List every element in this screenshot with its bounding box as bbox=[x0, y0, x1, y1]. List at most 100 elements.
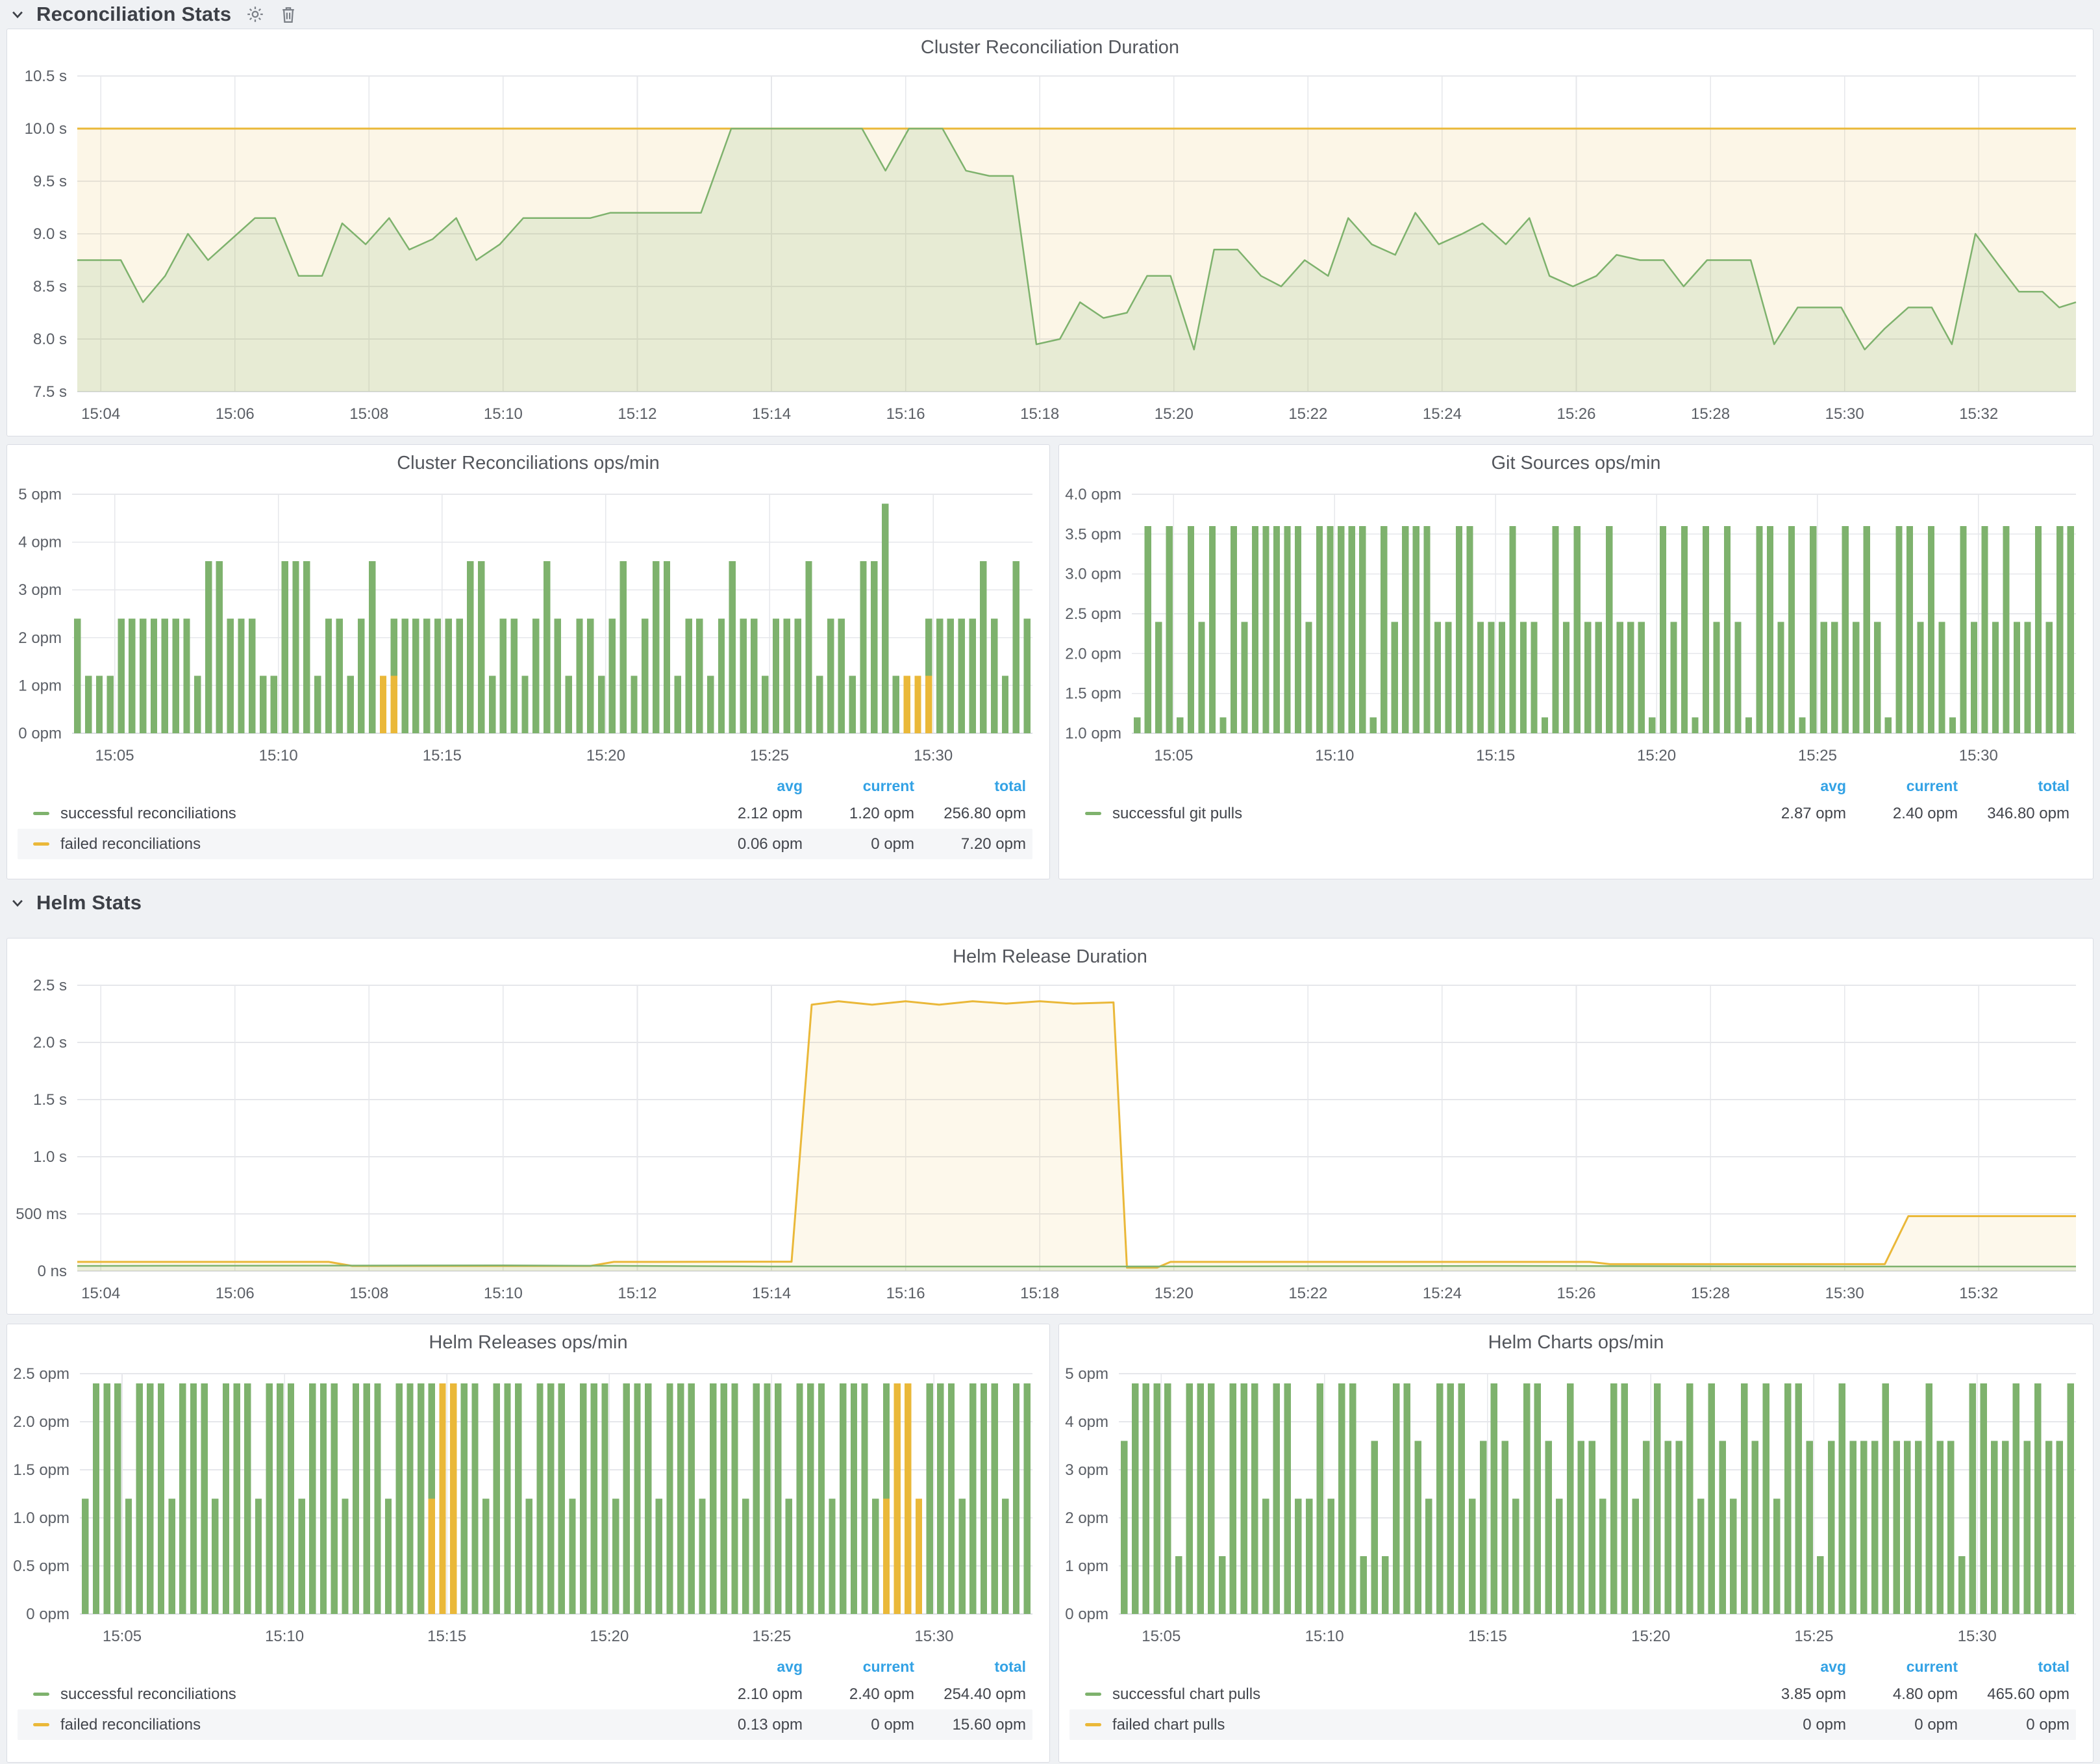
cluster-reconciliations-ops-chart[interactable]: 0 opm 1 opm 2 opm 3 opm 4 opm 5 opm 15:05 15:10… bbox=[7, 481, 1049, 772]
panel-title[interactable]: Helm Releases ops/min bbox=[429, 1331, 628, 1353]
svg-text:15:05: 15:05 bbox=[1142, 1628, 1181, 1645]
legend-header-row: avg current total bbox=[18, 1654, 1032, 1679]
git-sources-ops-chart[interactable]: 1.0 opm 1.5 opm 2.0 opm 2.5 opm 3.0 opm 3.5 o… bbox=[1059, 481, 2093, 772]
svg-text:15:16: 15:16 bbox=[886, 405, 925, 423]
svg-text:15:08: 15:08 bbox=[349, 1285, 388, 1302]
panel-git-sources-ops: Git Sources ops/min 1.0 opm 1.5 opm 2.0 op… bbox=[1058, 444, 2094, 879]
legend-stat-avg: 3.85 opm bbox=[1781, 1685, 1846, 1703]
legend-stat-current: 0 opm bbox=[871, 835, 914, 853]
legend-sort-total[interactable]: total bbox=[2038, 777, 2069, 794]
legend-series-label[interactable]: successful chart pulls bbox=[1112, 1685, 1261, 1703]
series-color-dash-icon bbox=[33, 812, 49, 815]
svg-text:2.5 opm: 2.5 opm bbox=[13, 1365, 69, 1383]
svg-text:15:25: 15:25 bbox=[752, 1628, 791, 1645]
legend-series-label[interactable]: successful git pulls bbox=[1112, 804, 1243, 822]
legend-sort-total[interactable]: total bbox=[994, 1657, 1026, 1675]
svg-text:15:06: 15:06 bbox=[216, 405, 255, 423]
legend-sort-avg[interactable]: avg bbox=[777, 777, 803, 794]
legend-series-label[interactable]: failed reconciliations bbox=[60, 835, 201, 853]
panel-title[interactable]: Cluster Reconciliations ops/min bbox=[397, 452, 660, 473]
legend-sort-avg[interactable]: avg bbox=[1820, 777, 1846, 794]
legend-stat-current: 2.40 opm bbox=[849, 1685, 914, 1703]
svg-text:2.0 opm: 2.0 opm bbox=[1065, 645, 1121, 662]
section-header-helm-stats[interactable]: Helm Stats bbox=[0, 888, 142, 917]
legend-sort-current[interactable]: current bbox=[1906, 1657, 1958, 1675]
legend-header-row: avg current total bbox=[1069, 774, 2076, 798]
svg-text:15:20: 15:20 bbox=[1637, 747, 1676, 764]
legend-stat-total: 15.60 opm bbox=[952, 1715, 1026, 1733]
legend: avg current total successful reconciliation… bbox=[7, 1653, 1049, 1740]
legend-stat-avg: 0.13 opm bbox=[737, 1715, 803, 1733]
legend-sort-total[interactable]: total bbox=[994, 777, 1026, 794]
svg-text:10.5 s: 10.5 s bbox=[25, 68, 67, 85]
helm-releases-ops-chart[interactable]: 0 opm 0.5 opm 1.0 opm 1.5 opm 2.0 opm 2.5 opm… bbox=[7, 1361, 1049, 1653]
legend-row: failed chart pulls 0 opm 0 opm 0 opm bbox=[1069, 1709, 2076, 1740]
legend-sort-current[interactable]: current bbox=[862, 1657, 914, 1675]
series-color-dash-icon bbox=[1085, 812, 1101, 815]
chevron-down-icon[interactable] bbox=[10, 7, 25, 21]
panel-title[interactable]: Cluster Reconciliation Duration bbox=[920, 36, 1180, 58]
panel-title[interactable]: Helm Charts ops/min bbox=[1488, 1331, 1664, 1353]
svg-text:4.0 opm: 4.0 opm bbox=[1065, 486, 1121, 503]
svg-text:15:20: 15:20 bbox=[1155, 1285, 1194, 1302]
legend: avg current total successful git pulls 2.87 … bbox=[1059, 772, 2093, 829]
legend-series-label[interactable]: successful reconciliations bbox=[60, 804, 236, 822]
svg-text:2 opm: 2 opm bbox=[18, 629, 62, 647]
cluster-reconciliation-duration-chart[interactable]: 7.5 s 8.0 s 8.5 s 9.0 s 9.5 s 10.0 s 10.5 s 15:… bbox=[7, 66, 2093, 435]
legend-stat-total: 0 opm bbox=[2026, 1715, 2069, 1733]
panel-title[interactable]: Git Sources ops/min bbox=[1491, 452, 1661, 473]
svg-text:15:30: 15:30 bbox=[1958, 1628, 1997, 1645]
legend-series-label[interactable]: successful reconciliations bbox=[60, 1685, 236, 1703]
legend-stat-total: 7.20 opm bbox=[960, 835, 1026, 853]
svg-text:15:15: 15:15 bbox=[423, 747, 462, 764]
legend-stat-current: 1.20 opm bbox=[849, 804, 914, 822]
legend-sort-current[interactable]: current bbox=[862, 777, 914, 794]
svg-text:15:15: 15:15 bbox=[1476, 747, 1515, 764]
series-color-dash-icon bbox=[1085, 1693, 1101, 1696]
svg-text:15:12: 15:12 bbox=[618, 405, 656, 423]
svg-text:15:22: 15:22 bbox=[1288, 405, 1327, 423]
helm-release-duration-chart[interactable]: 0 ns 500 ms 1.0 s 1.5 s 2.0 s 2.5 s 15:04 15:06… bbox=[7, 975, 2093, 1313]
legend-sort-avg[interactable]: avg bbox=[1820, 1657, 1846, 1675]
series-color-dash-icon bbox=[33, 1723, 49, 1726]
svg-text:1.0 s: 1.0 s bbox=[33, 1148, 67, 1166]
section-title: Reconciliation Stats bbox=[36, 3, 232, 25]
trash-icon[interactable] bbox=[279, 5, 297, 24]
legend-sort-total[interactable]: total bbox=[2038, 1657, 2069, 1675]
svg-text:15:32: 15:32 bbox=[1959, 405, 1998, 423]
svg-text:5 opm: 5 opm bbox=[1065, 1365, 1108, 1383]
svg-text:0 opm: 0 opm bbox=[1065, 1606, 1108, 1623]
svg-text:15:25: 15:25 bbox=[1798, 747, 1837, 764]
svg-text:10.0 s: 10.0 s bbox=[25, 120, 67, 138]
svg-text:15:18: 15:18 bbox=[1020, 1285, 1059, 1302]
gear-icon[interactable] bbox=[245, 5, 265, 24]
panel-helm-release-duration: Helm Release Duration 0 ns 500 ms 1.0 s 1.5… bbox=[6, 938, 2094, 1315]
svg-text:1.5 opm: 1.5 opm bbox=[1065, 685, 1121, 703]
legend-sort-current[interactable]: current bbox=[1906, 777, 1958, 794]
svg-text:15:28: 15:28 bbox=[1691, 405, 1730, 423]
legend-stat-avg: 0 opm bbox=[1803, 1715, 1846, 1733]
svg-text:2.0 s: 2.0 s bbox=[33, 1034, 67, 1052]
svg-text:500 ms: 500 ms bbox=[16, 1205, 67, 1223]
helm-charts-ops-chart[interactable]: 0 opm 1 opm 2 opm 3 opm 4 opm 5 opm 15:05 15:10… bbox=[1059, 1361, 2093, 1653]
svg-text:15:26: 15:26 bbox=[1556, 405, 1595, 423]
svg-text:3.5 opm: 3.5 opm bbox=[1065, 525, 1121, 543]
svg-text:15:20: 15:20 bbox=[586, 747, 625, 764]
panel-title[interactable]: Helm Release Duration bbox=[953, 946, 1147, 967]
svg-text:1.5 opm: 1.5 opm bbox=[13, 1461, 69, 1479]
chevron-down-icon[interactable] bbox=[10, 896, 25, 910]
svg-text:15:10: 15:10 bbox=[1315, 747, 1354, 764]
svg-text:15:24: 15:24 bbox=[1423, 405, 1462, 423]
svg-text:15:30: 15:30 bbox=[914, 1628, 953, 1645]
legend-series-label[interactable]: failed reconciliations bbox=[60, 1715, 201, 1733]
legend-stat-total: 346.80 opm bbox=[1987, 804, 2069, 822]
legend-stat-avg: 2.10 opm bbox=[737, 1685, 803, 1703]
svg-text:0 opm: 0 opm bbox=[18, 725, 62, 742]
svg-text:15:22: 15:22 bbox=[1288, 1285, 1327, 1302]
legend-sort-avg[interactable]: avg bbox=[777, 1657, 803, 1675]
legend-stat-current: 0 opm bbox=[1914, 1715, 1958, 1733]
section-header-reconciliation-stats[interactable]: Reconciliation Stats bbox=[0, 0, 297, 29]
legend-series-label[interactable]: failed chart pulls bbox=[1112, 1715, 1225, 1733]
svg-text:15:05: 15:05 bbox=[95, 747, 134, 764]
legend-header-row: avg current total bbox=[18, 774, 1032, 798]
